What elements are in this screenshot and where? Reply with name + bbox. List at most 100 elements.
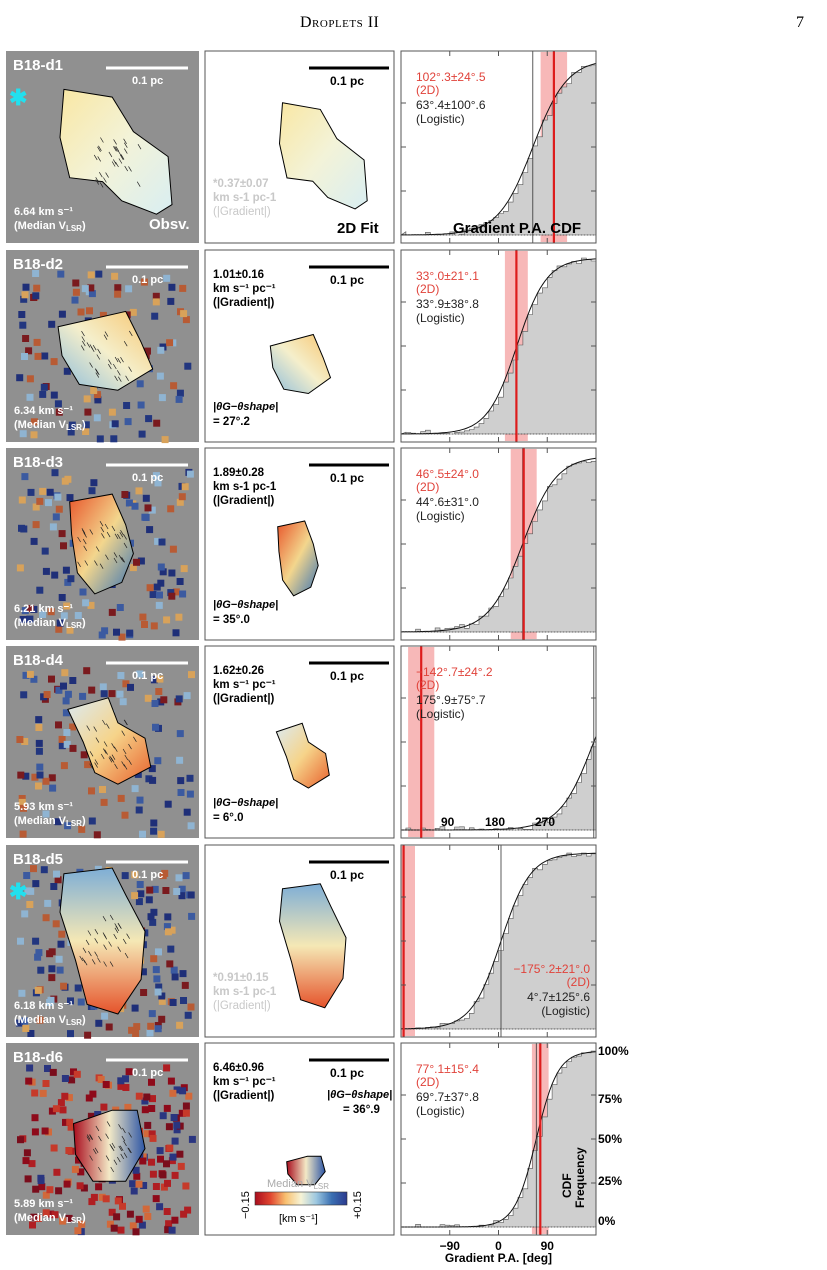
emission-pixel (30, 675, 38, 683)
fit-panel-2: 0.1 pc 1.01±0.16 km s⁻¹ pc⁻¹ (|Gradient|) |θ… (204, 249, 395, 443)
emission-pixel (163, 1208, 171, 1215)
gradient-arrow (95, 368, 99, 375)
median-vlsr-label-close: ) (82, 1212, 86, 1224)
emission-pixel (68, 421, 76, 429)
emission-pixel (83, 667, 91, 675)
emission-pixel (32, 521, 40, 529)
emission-pixel (118, 633, 126, 641)
emission-pixel (182, 1182, 190, 1190)
emission-pixel (135, 487, 143, 495)
emission-pixel (71, 1165, 79, 1173)
emission-pixel (152, 1195, 160, 1203)
emission-pixel (20, 804, 27, 812)
emission-pixel (58, 742, 66, 750)
obs-map-panel-5: B18-d5 0.1 pc ✱ 6.18 km s⁻¹ (Median VLSR) (6, 845, 199, 1039)
emission-pixel (19, 616, 27, 623)
gradient-arrow (120, 1153, 125, 1160)
pa-logistic-value: 44°.6±31°.0 (416, 495, 479, 509)
emission-pixel (119, 1202, 126, 1210)
emission-pixel (148, 1130, 156, 1138)
emission-pixel (150, 908, 158, 916)
emission-pixel (168, 283, 176, 291)
emission-pixel (26, 375, 34, 383)
emission-pixel (39, 611, 47, 618)
emission-pixel (55, 408, 63, 416)
emission-pixel (163, 616, 171, 624)
emission-pixel (167, 945, 175, 953)
emission-pixel (150, 827, 158, 835)
emission-pixel (157, 579, 165, 587)
droplet-id: B18-d6 (13, 1049, 63, 1066)
star-icon: ✱ (9, 85, 27, 110)
gradient-arrow (97, 146, 101, 152)
emission-pixel (32, 880, 40, 888)
emission-pixel (176, 1021, 184, 1029)
emission-pixel (60, 762, 68, 770)
emission-pixel (66, 626, 74, 634)
emission-pixel (155, 688, 163, 695)
gradient-arrow (111, 743, 115, 749)
emission-pixel (17, 1136, 24, 1144)
emission-pixel (144, 694, 152, 702)
emission-pixel (30, 865, 37, 873)
gradient-arrow (118, 158, 123, 164)
pa-2d-value: 33°.0±21°.1 (416, 269, 479, 283)
emission-pixel (122, 680, 130, 688)
emission-pixel (65, 1094, 73, 1102)
gradient-arrow (86, 725, 91, 731)
gradient-arrow (107, 363, 112, 370)
emission-pixel (66, 494, 74, 502)
emission-pixel (48, 774, 56, 782)
emission-pixel (87, 1112, 95, 1120)
logistic-fit-curve (400, 457, 597, 633)
emission-pixel (19, 430, 27, 438)
gradient-arrow (98, 145, 102, 151)
emission-pixel (168, 926, 176, 934)
cdf-panel-5: −175°.2±21°.0(2D)4°.7±125°.6(Logistic) (400, 844, 597, 1038)
emission-pixel (72, 288, 80, 296)
scale-bar-label: 0.1 pc (330, 273, 364, 287)
emission-pixel (88, 817, 96, 825)
emission-pixel (50, 1144, 58, 1152)
emission-pixel (176, 1150, 184, 1158)
emission-pixel (48, 974, 56, 982)
emission-pixel (75, 1156, 82, 1164)
emission-pixel (150, 676, 158, 684)
emission-pixel (176, 498, 184, 506)
gradient-arrow (102, 748, 107, 754)
gradient-arrow (103, 934, 108, 940)
emission-pixel (117, 794, 125, 802)
gradient-unit: km s⁻¹ pc⁻¹ (213, 283, 276, 295)
median-vlsr-value: 6.64 km s⁻¹ (14, 206, 73, 218)
gradient-arrow (86, 1134, 91, 1140)
emission-pixel (94, 1111, 102, 1118)
emission-pixel (32, 1185, 40, 1193)
emission-pixel (177, 1162, 185, 1170)
emission-pixel (100, 690, 108, 698)
pa-logistic-label: (Logistic) (416, 311, 465, 325)
colorbar-min: −0.15 (240, 1191, 252, 1219)
gradient-arrow (117, 358, 122, 364)
emission-pixel (160, 1183, 168, 1191)
emission-pixel (82, 428, 90, 435)
colorbar-max: +0.15 (352, 1191, 364, 1219)
emission-pixel (46, 1186, 54, 1194)
emission-pixel (50, 358, 58, 366)
gradient-arrow (121, 730, 126, 736)
emission-pixel (173, 1126, 181, 1134)
emission-pixel (153, 583, 161, 591)
gradient-arrow (93, 154, 98, 161)
emission-pixel (152, 298, 160, 306)
emission-pixel (114, 1197, 122, 1205)
gradient-arrow (92, 345, 97, 351)
emission-pixel (78, 825, 86, 833)
emission-pixel (63, 367, 71, 375)
emission-pixel (152, 966, 160, 974)
right-axis-tick: 25% (598, 1174, 622, 1188)
emission-pixel (53, 1168, 61, 1176)
emission-pixel (188, 1135, 196, 1143)
emission-pixel (41, 547, 49, 555)
emission-pixel (63, 1180, 71, 1188)
pa-logistic-label: (Logistic) (416, 112, 465, 126)
gradient-arrow (102, 916, 107, 922)
